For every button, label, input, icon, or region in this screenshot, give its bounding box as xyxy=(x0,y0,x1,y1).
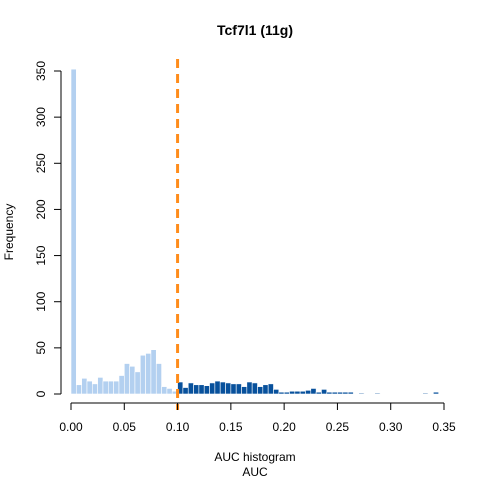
y-tick-label: 300 xyxy=(34,107,48,127)
histogram-bar xyxy=(203,385,210,395)
x-tick-label: 0.10 xyxy=(166,420,190,434)
histogram-bar xyxy=(150,349,157,395)
histogram-bars xyxy=(70,68,439,395)
histogram-bar xyxy=(246,381,253,395)
histogram-bar xyxy=(283,391,290,395)
chart-title: Tcf7l1 (11g) xyxy=(217,22,293,38)
histogram-bar xyxy=(187,382,194,395)
histogram-bar xyxy=(262,384,269,395)
histogram-bar xyxy=(81,378,88,395)
x-tick-label: 0.00 xyxy=(59,420,83,434)
histogram-bar xyxy=(166,388,173,395)
histogram-bar xyxy=(273,389,280,395)
histogram-bar xyxy=(113,380,120,395)
histogram-bar xyxy=(76,384,82,395)
x-tick-label: 0.35 xyxy=(432,420,456,434)
histogram-bar xyxy=(123,363,130,395)
histogram-bar xyxy=(422,392,429,395)
y-tick-label: 50 xyxy=(34,341,48,355)
histogram-bar xyxy=(230,383,237,395)
x-axis-sublabel: AUC xyxy=(242,465,268,479)
histogram-bar xyxy=(198,384,205,395)
histogram-bar xyxy=(235,383,242,395)
histogram-bar xyxy=(155,363,162,395)
histogram-bar xyxy=(145,353,152,395)
histogram-bar xyxy=(257,386,264,395)
histogram-bar xyxy=(134,371,141,395)
histogram-bar xyxy=(214,380,221,395)
histogram-bar xyxy=(347,391,354,395)
histogram-bar xyxy=(305,390,312,395)
histogram-bar xyxy=(209,382,216,395)
y-tick-label: 0 xyxy=(34,390,48,397)
histogram-bar xyxy=(92,383,98,395)
x-tick-label: 0.25 xyxy=(326,420,350,434)
histogram-bar xyxy=(251,382,258,395)
histogram-bar xyxy=(358,392,365,395)
histogram-bar xyxy=(219,381,226,395)
histogram-bar xyxy=(337,391,344,395)
histogram-bar xyxy=(374,392,381,395)
y-axis: 0 50 100 150 200 250 300 350 xyxy=(34,61,62,397)
x-tick-label: 0.20 xyxy=(272,420,296,434)
y-tick-label: 250 xyxy=(34,153,48,173)
y-tick-label: 350 xyxy=(34,61,48,81)
histogram-bar xyxy=(193,384,200,395)
x-tick-label: 0.30 xyxy=(379,420,403,434)
x-axis-label: AUC histogram xyxy=(214,450,295,464)
histogram-bar xyxy=(278,391,285,395)
x-tick-label: 0.15 xyxy=(219,420,243,434)
histogram-bar xyxy=(299,390,306,395)
histogram-bar xyxy=(289,390,296,395)
histogram-bar xyxy=(108,380,114,395)
histogram-bar xyxy=(331,391,338,395)
histogram-bar xyxy=(326,391,333,395)
histogram-bar xyxy=(161,386,168,395)
histogram-bar xyxy=(182,387,189,395)
y-axis-label: Frequency xyxy=(2,204,16,261)
histogram-bar xyxy=(310,388,317,395)
histogram-bar xyxy=(433,391,439,395)
histogram-bar xyxy=(315,391,322,395)
y-tick-label: 100 xyxy=(34,291,48,311)
histogram-bar xyxy=(102,380,109,395)
histogram-bar xyxy=(241,386,248,395)
histogram-bar xyxy=(267,383,274,395)
histogram-bar xyxy=(342,391,349,395)
histogram-bar xyxy=(129,366,136,395)
histogram-bar xyxy=(70,68,77,395)
histogram-bar xyxy=(86,380,93,395)
x-axis: 0.00 0.05 0.10 0.15 0.20 0.25 0.30 0.35 xyxy=(59,402,456,434)
histogram-bar xyxy=(139,354,146,395)
histogram-bar xyxy=(225,382,232,395)
histogram-bar xyxy=(97,377,104,395)
y-tick-label: 150 xyxy=(34,245,48,265)
y-tick-label: 200 xyxy=(34,199,48,219)
histogram-bar xyxy=(294,390,301,395)
histogram-bar xyxy=(118,375,125,395)
x-tick-label: 0.05 xyxy=(113,420,137,434)
histogram-bar xyxy=(321,389,328,395)
